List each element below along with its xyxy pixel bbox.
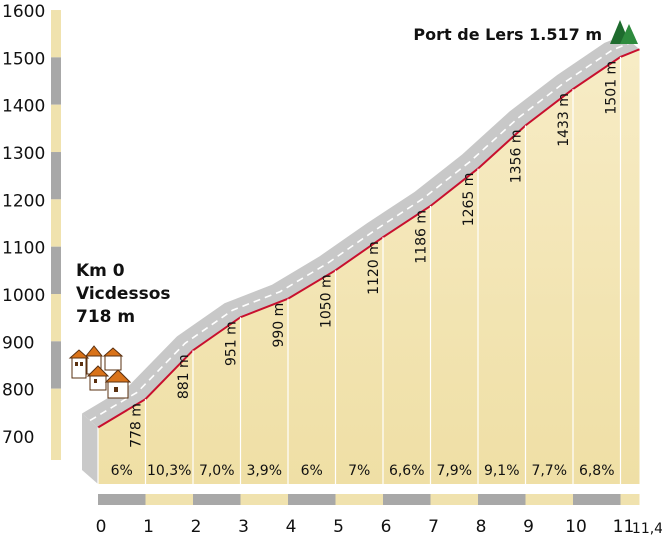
profile-side-wall [82,413,98,484]
x-tick-label: 10 [565,517,587,537]
x-band-segment [145,494,193,505]
gradient-label: 10,3% [147,463,191,479]
x-tick-label: 6 [381,517,392,537]
x-band-segment [620,494,640,505]
x-band-segment [573,494,621,505]
village-icon [68,345,132,399]
elevation-label: 1050 m [319,274,335,328]
elevation-label: 1433 m [556,93,572,147]
elevation-label: 990 m [271,303,287,348]
elevation-label: 1501 m [604,61,620,115]
start-place-label: Vicdessos [76,284,171,304]
gradient-label: 3,9% [246,463,282,479]
y-band-segment [51,246,61,295]
mountain-peaks-icon [610,20,638,44]
elevation-label: 778 m [129,403,145,448]
x-tick-label: 4 [286,517,297,537]
y-band-segment [51,10,61,58]
gradient-label: 7,0% [199,463,235,479]
y-axis-band [51,10,61,460]
elevation-label: 1356 m [509,130,525,184]
x-band-segment [478,494,526,505]
x-axis-band [98,494,640,505]
gradient-label: 9,1% [484,463,520,479]
y-band-segment [51,341,61,389]
elevation-label: 951 m [224,321,240,366]
y-tick-label: 900 [2,333,34,353]
y-tick-label: 1000 [2,286,45,306]
gradient-label: 7,9% [436,463,472,479]
summit-label: Port de Lers 1.517 m [413,25,602,44]
y-axis-tick-labels: 700 800 900 1000 1100 1200 1300 1400 1500 1600 [2,2,45,448]
road-centre-line [89,41,632,422]
elevation-label: 1120 m [366,241,382,295]
x-band-segment [288,494,336,505]
y-band-segment [51,199,61,247]
elevation-label: 881 m [176,354,192,399]
x-tick-label: 8 [476,517,487,537]
x-band-segment [193,494,241,505]
x-band-segment [335,494,383,505]
start-elevation-label: 718 m [76,307,135,327]
x-tick-label: 3 [238,517,249,537]
x-tick-label: 1 [143,517,154,537]
y-band-segment [51,436,61,460]
y-tick-label: 800 [2,381,34,401]
x-band-segment [430,494,478,505]
y-tick-label: 1200 [2,191,45,211]
y-tick-label: 1300 [2,144,45,164]
start-km-label: Km 0 [76,261,125,281]
x-tick-label: 0 [96,517,107,537]
y-tick-label: 1400 [2,97,45,117]
y-band-segment [51,294,61,342]
gradient-label: 6% [111,463,133,479]
gradient-label: 7,7% [531,463,567,479]
x-band-segment [240,494,288,505]
y-band-segment [51,104,61,153]
x-tick-label: 7 [428,517,439,537]
x-tick-label: 9 [523,517,534,537]
elevation-label: 1186 m [414,210,430,264]
gradient-label: 6% [301,463,323,479]
x-band-segment [383,494,431,505]
y-band-segment [51,57,61,105]
profile-area-fill [98,49,640,484]
profile-area [82,49,640,484]
x-tick-label: 2 [191,517,202,537]
y-band-segment [51,388,61,436]
y-tick-label: 1600 [2,2,45,22]
y-tick-label: 1500 [2,49,45,69]
x-tick-label: 11,4 [632,521,662,537]
y-band-segment [51,152,61,200]
gradient-label: 7% [348,463,370,479]
gradient-label: 6,6% [389,463,425,479]
x-band-segment [98,494,146,505]
gradient-labels: 6% 10,3% 7,0% 3,9% 6% 7% 6,6% 7,9% 9,1% 7,7% 6,8% [111,463,615,479]
elevation-markers: 778 m 881 m 951 m 990 m 1050 m 1120 m 1186 m 12… [97,56,622,484]
y-tick-label: 1100 [2,239,45,259]
elevation-label: 1265 m [461,173,477,227]
x-tick-label: 11 [613,517,635,537]
gradient-label: 6,8% [579,463,615,479]
x-band-segment [525,494,573,505]
x-tick-label: 5 [333,517,344,537]
y-tick-label: 700 [2,428,34,448]
